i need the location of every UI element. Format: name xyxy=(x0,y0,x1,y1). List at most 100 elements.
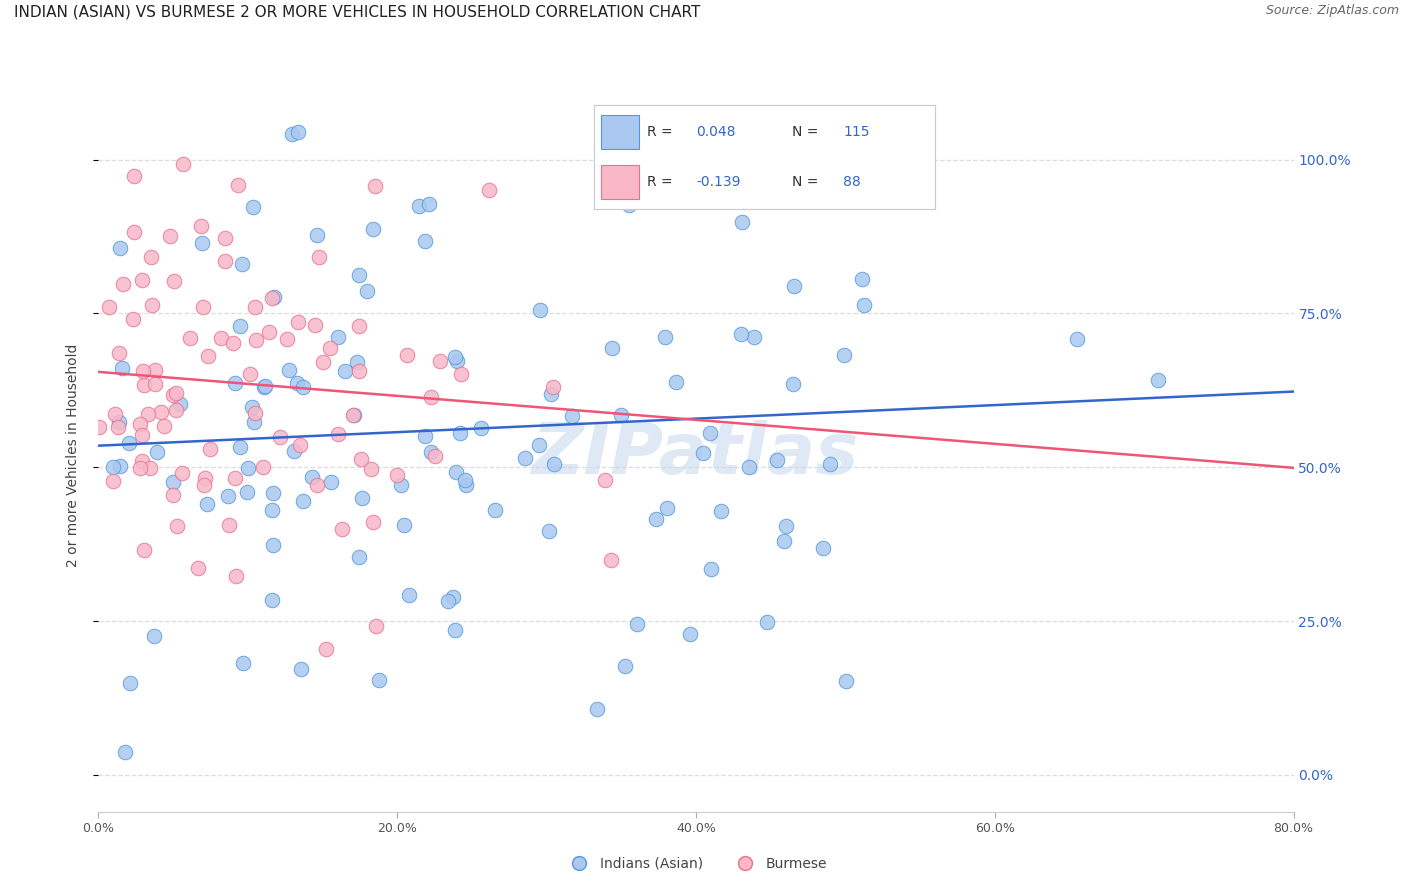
Point xyxy=(782,376,804,391)
Point xyxy=(1147,373,1170,387)
Point xyxy=(368,673,391,687)
Point xyxy=(645,512,668,526)
Text: Source: ZipAtlas.com: Source: ZipAtlas.com xyxy=(1265,4,1399,18)
Point xyxy=(283,443,305,458)
Point xyxy=(538,524,561,539)
Point xyxy=(221,335,243,350)
Point xyxy=(600,341,623,355)
Point xyxy=(225,569,247,583)
Point xyxy=(470,421,492,435)
Point xyxy=(585,702,607,716)
Point xyxy=(330,522,353,536)
Point xyxy=(242,416,264,430)
Point xyxy=(326,330,349,344)
Point xyxy=(253,380,276,394)
Point xyxy=(114,746,136,760)
Point xyxy=(243,406,266,420)
Point xyxy=(128,460,150,475)
Point xyxy=(346,355,368,369)
Point xyxy=(143,377,166,392)
Point xyxy=(218,518,240,533)
Point xyxy=(198,442,221,456)
Point xyxy=(224,471,246,485)
Point xyxy=(665,376,688,390)
Point xyxy=(513,451,536,466)
Point xyxy=(242,200,264,214)
Point xyxy=(710,504,733,518)
Point xyxy=(124,225,146,239)
Point xyxy=(419,445,441,459)
Point xyxy=(319,341,342,355)
Point xyxy=(423,449,446,463)
Point xyxy=(361,222,384,236)
Point xyxy=(450,368,472,382)
Point xyxy=(361,515,384,529)
Point xyxy=(731,215,754,229)
Point xyxy=(152,419,174,434)
Point xyxy=(143,363,166,377)
Point xyxy=(262,486,284,500)
Point xyxy=(285,376,308,390)
Point xyxy=(315,641,337,656)
Point xyxy=(195,497,218,511)
Point xyxy=(614,659,637,673)
Point xyxy=(122,311,145,326)
Point xyxy=(245,334,267,348)
Point xyxy=(193,478,215,492)
Point xyxy=(360,462,382,476)
Point xyxy=(232,656,254,670)
Point xyxy=(118,676,141,690)
Point xyxy=(783,178,806,192)
Point xyxy=(418,197,440,211)
Point xyxy=(347,549,370,564)
Point xyxy=(122,169,145,184)
Point xyxy=(231,257,253,271)
Point xyxy=(260,502,283,516)
Point xyxy=(291,494,314,508)
Point xyxy=(162,475,184,489)
Point xyxy=(742,329,765,343)
Point xyxy=(139,460,162,475)
Point xyxy=(304,318,326,333)
Point xyxy=(443,350,465,364)
Point xyxy=(159,229,181,244)
Point xyxy=(851,272,873,286)
Point xyxy=(209,331,232,345)
Point xyxy=(287,125,309,139)
Point xyxy=(214,231,236,245)
Point xyxy=(408,199,430,213)
Point xyxy=(132,378,155,392)
Point xyxy=(699,425,721,440)
Text: INDIAN (ASIAN) VS BURMESE 2 OR MORE VEHICLES IN HOUSEHOLD CORRELATION CHART: INDIAN (ASIAN) VS BURMESE 2 OR MORE VEHI… xyxy=(14,4,700,20)
Point xyxy=(143,629,166,643)
Point xyxy=(305,478,328,492)
Point xyxy=(131,454,153,468)
Point xyxy=(363,178,385,193)
Point xyxy=(276,332,298,346)
Point xyxy=(446,354,468,368)
Point xyxy=(813,541,835,556)
Point xyxy=(89,419,111,434)
Point xyxy=(131,273,153,287)
Point xyxy=(352,491,374,505)
Point xyxy=(540,387,562,401)
Point xyxy=(236,484,259,499)
Point xyxy=(252,460,274,475)
Point xyxy=(110,241,132,255)
Point xyxy=(287,315,309,329)
Point xyxy=(107,420,129,434)
Point xyxy=(101,460,124,475)
Point xyxy=(263,289,285,303)
Point xyxy=(389,478,412,492)
Point xyxy=(132,364,155,378)
Point xyxy=(527,438,550,452)
Point xyxy=(395,348,418,362)
Point xyxy=(444,465,467,479)
Point xyxy=(214,254,236,268)
Point xyxy=(281,127,304,141)
Point xyxy=(229,440,252,454)
Point xyxy=(179,331,201,345)
Point xyxy=(561,409,583,423)
Point xyxy=(240,400,263,414)
Point xyxy=(118,435,141,450)
